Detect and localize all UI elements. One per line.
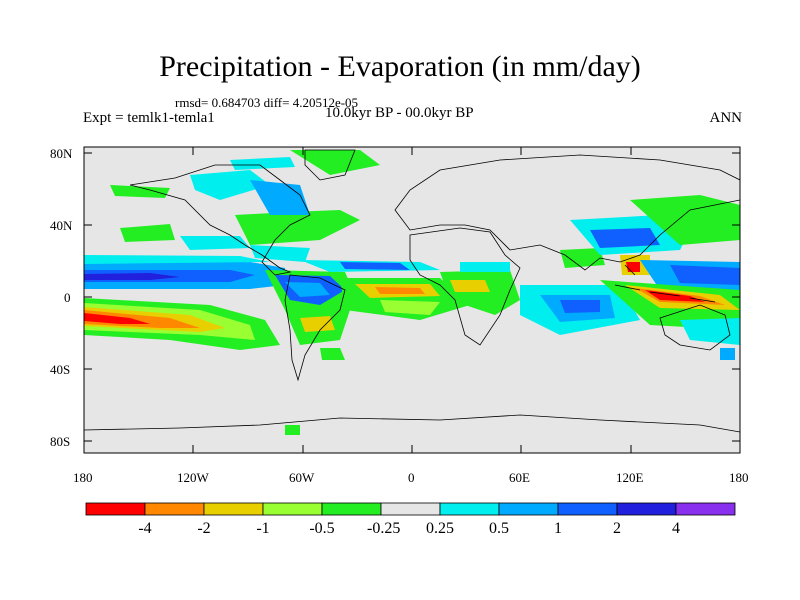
contour-wp-blue — [670, 265, 740, 285]
colorbar-label: 1 — [554, 520, 562, 537]
lat-label-80n: 80N — [50, 146, 73, 161]
contour-sp-orange — [84, 310, 200, 328]
contour-wp-green — [630, 195, 740, 245]
contour-africa-cyan — [460, 262, 510, 272]
colorbar — [85, 502, 736, 516]
colorbar-swatch — [616, 502, 677, 516]
colorbar-swatch — [144, 502, 205, 516]
colorbar-label: -1 — [256, 520, 270, 537]
colorbar-swatch — [85, 502, 146, 516]
lat-label-0: 0 — [64, 290, 71, 305]
contour-io-blue — [560, 300, 600, 313]
colorbar-label: -4 — [138, 520, 152, 537]
colorbar-label: -0.25 — [367, 520, 401, 537]
contour-sa-lightblue — [285, 282, 330, 297]
season-label: ANN — [709, 110, 743, 126]
lon-label-0: 0 — [408, 470, 415, 485]
contour-cyan-north-pacific — [84, 255, 270, 264]
lon-label-180w: 180 — [73, 470, 93, 485]
colorbar-label: -0.5 — [309, 520, 335, 537]
contour-atl-blue — [340, 262, 410, 270]
colorbar-swatch — [557, 502, 618, 516]
contour-na-cyan — [250, 245, 310, 262]
lon-label-120w: 120W — [177, 470, 209, 485]
contour-africa-yellow — [450, 280, 490, 292]
stats-text: rmsd= 0.684703 diff= 4.20512e-05 — [175, 95, 359, 110]
chart-title: Precipitation - Evaporation (in mm/day) — [159, 50, 641, 83]
contour-np-cyan — [180, 236, 250, 250]
contour-atl-lightgreen — [380, 300, 440, 315]
colorbar-swatch — [675, 502, 736, 516]
contour-canada-cyan — [190, 170, 270, 200]
colorbar-label: 0.25 — [426, 520, 454, 537]
coast-africa — [409, 227, 521, 346]
contour-nplat-green — [110, 185, 170, 198]
contour-so-lightblue — [720, 348, 735, 360]
contour-atl-orange — [375, 287, 425, 294]
contour-na-green — [235, 210, 360, 245]
lat-label-80s: 80S — [50, 434, 71, 449]
lon-label-60w: 60W — [289, 470, 315, 485]
colorbar-swatch — [439, 502, 500, 516]
coast-greenland — [304, 149, 356, 181]
contour-canada-blue — [250, 180, 310, 215]
lon-label-60e: 60E — [509, 470, 530, 485]
contour-greenland-green — [290, 150, 380, 175]
lat-label-40s: 40S — [50, 362, 71, 377]
contour-arctic-cyan — [230, 157, 295, 170]
experiment-label: Expt = temlk1-temla1 — [83, 110, 215, 126]
coast-maritime — [614, 264, 716, 303]
coast-eurasia — [394, 154, 740, 271]
colorbar-swatch — [498, 502, 559, 516]
lon-label-180e: 180 — [729, 470, 749, 485]
colorbar-label: 4 — [672, 520, 680, 537]
colorbar-label: -2 — [197, 520, 211, 537]
colorbar-swatch — [380, 502, 441, 516]
colorbar-swatch — [203, 502, 264, 516]
coastlines — [84, 149, 740, 433]
coast-australia — [659, 304, 731, 351]
coast-south-america — [284, 274, 346, 382]
period-label: 10.0kyr BP - 00.0kyr BP — [325, 105, 474, 121]
lon-label-120e: 120E — [616, 470, 644, 485]
colorbar-swatch — [262, 502, 323, 516]
axis-ticks — [84, 147, 740, 453]
contour-wp-red — [626, 262, 640, 272]
contour-np-green — [120, 224, 175, 242]
contour-so-green — [320, 348, 345, 360]
contour-itcz-north-pacific-core — [84, 273, 180, 280]
contour-antarctic-green — [285, 425, 300, 435]
colorbar-label: 0.5 — [489, 520, 509, 537]
contour-sa-yellow — [300, 316, 335, 332]
coast-north-america — [129, 164, 311, 276]
contour-asia-blue — [590, 228, 660, 248]
colorbar-swatch — [321, 502, 382, 516]
coast-antarctica — [84, 414, 740, 433]
contour-sp-red — [84, 313, 150, 324]
colorbar-label: 2 — [613, 520, 621, 537]
lat-label-40n: 40N — [50, 218, 73, 233]
